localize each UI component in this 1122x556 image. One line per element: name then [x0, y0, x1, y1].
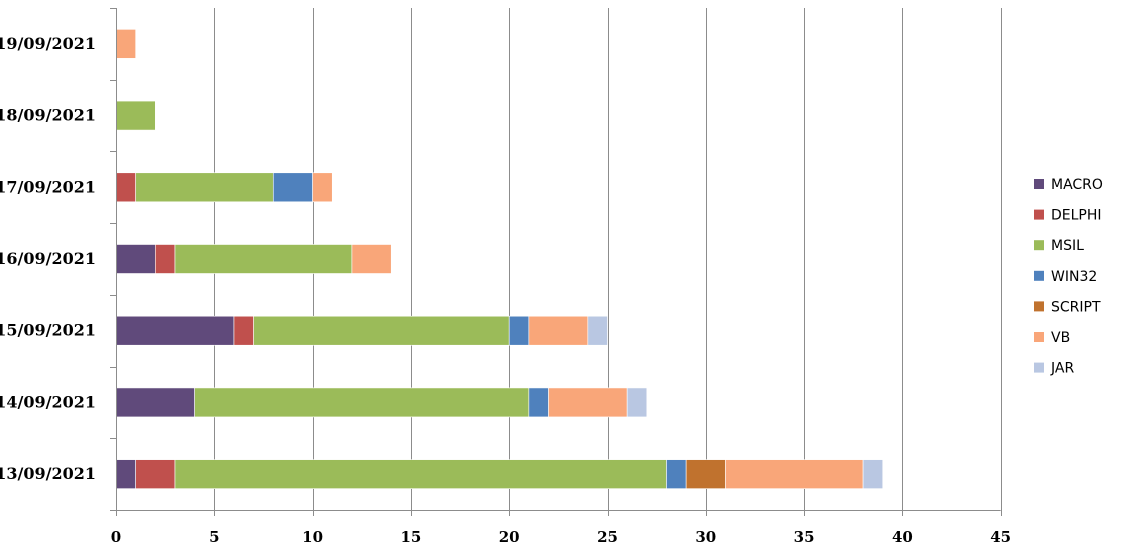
bar-segment-delphi: [155, 244, 176, 274]
y-tick-label: 17/09/2021: [0, 177, 96, 196]
legend-label: VB: [1051, 330, 1070, 346]
legend-swatch-win32: [1034, 270, 1044, 281]
bar-segment-vb: [548, 387, 628, 418]
bar-segment-msil: [253, 315, 510, 346]
x-tick-label: 40: [892, 528, 913, 546]
x-tick-label: 0: [111, 528, 121, 546]
legend: MACRO DELPHI MSIL WIN32 SCRIPT VB JAR: [1034, 177, 1103, 377]
bar-segment-delphi: [135, 459, 176, 489]
bar-segment-jar: [587, 315, 608, 346]
bar-segment-macro: [115, 387, 195, 418]
legend-label: MSIL: [1051, 238, 1084, 254]
bar-segment-script: [685, 459, 726, 489]
bar-segment-macro: [115, 315, 235, 346]
legend-label: JAR: [1050, 361, 1074, 377]
x-tick-label: 25: [597, 528, 618, 546]
bar-segment-msil: [174, 244, 353, 274]
bar-segment-jar: [626, 387, 648, 418]
bar-segment-jar: [862, 459, 884, 489]
legend-swatch-jar: [1034, 362, 1044, 373]
y-tick-label: 15/09/2021: [0, 321, 96, 340]
bar-segment-msil: [115, 100, 156, 131]
bar-segment-vb: [725, 459, 864, 489]
axes: [110, 8, 1002, 516]
legend-swatch-script: [1034, 301, 1044, 312]
bar-segment-macro: [115, 244, 156, 274]
bar-segment-delphi: [115, 172, 136, 203]
bar-segment-win32: [528, 387, 549, 418]
bar-segment-msil: [194, 387, 530, 418]
legend-label: SCRIPT: [1051, 299, 1101, 315]
bar-segment-vb: [115, 29, 136, 59]
bar-segment-win32: [666, 459, 687, 489]
y-tick-label: 13/09/2021: [0, 464, 96, 483]
bar-segment-vb: [351, 244, 392, 274]
bar-segment-msil: [174, 459, 667, 489]
x-tick-label: 30: [695, 528, 716, 546]
bar-segment-msil: [135, 172, 274, 203]
legend-swatch-macro: [1034, 179, 1044, 189]
bar-segment-macro: [115, 459, 136, 489]
x-tick-label: 10: [302, 528, 323, 546]
legend-label: WIN32: [1051, 269, 1097, 285]
bar-segment-vb: [528, 315, 589, 346]
bar-segment-delphi: [233, 315, 254, 346]
y-tick-label: 18/09/2021: [0, 106, 96, 125]
bars: [115, 29, 884, 489]
grid-lines: [214, 8, 1002, 510]
bar-segment-win32: [508, 315, 530, 346]
legend-swatch-msil: [1034, 240, 1044, 251]
legend-label: MACRO: [1051, 177, 1103, 193]
x-tick-label: 15: [400, 528, 421, 546]
legend-label: DELPHI: [1051, 208, 1102, 224]
bar-segment-win32: [272, 172, 313, 203]
axis-labels: 13/09/2021 14/09/2021 15/09/2021 16/09/2021…: [0, 34, 1011, 546]
y-tick-label: 14/09/2021: [0, 392, 96, 411]
legend-swatch-delphi: [1034, 209, 1044, 220]
legend-swatch-vb: [1034, 332, 1044, 342]
x-tick-label: 5: [209, 528, 219, 546]
y-tick-label: 19/09/2021: [0, 34, 96, 53]
x-tick-label: 20: [499, 528, 520, 546]
y-tick-label: 16/09/2021: [0, 249, 96, 268]
bar-segment-vb: [312, 172, 333, 203]
x-tick-label: 35: [794, 528, 815, 546]
x-tick-label: 45: [990, 528, 1011, 546]
